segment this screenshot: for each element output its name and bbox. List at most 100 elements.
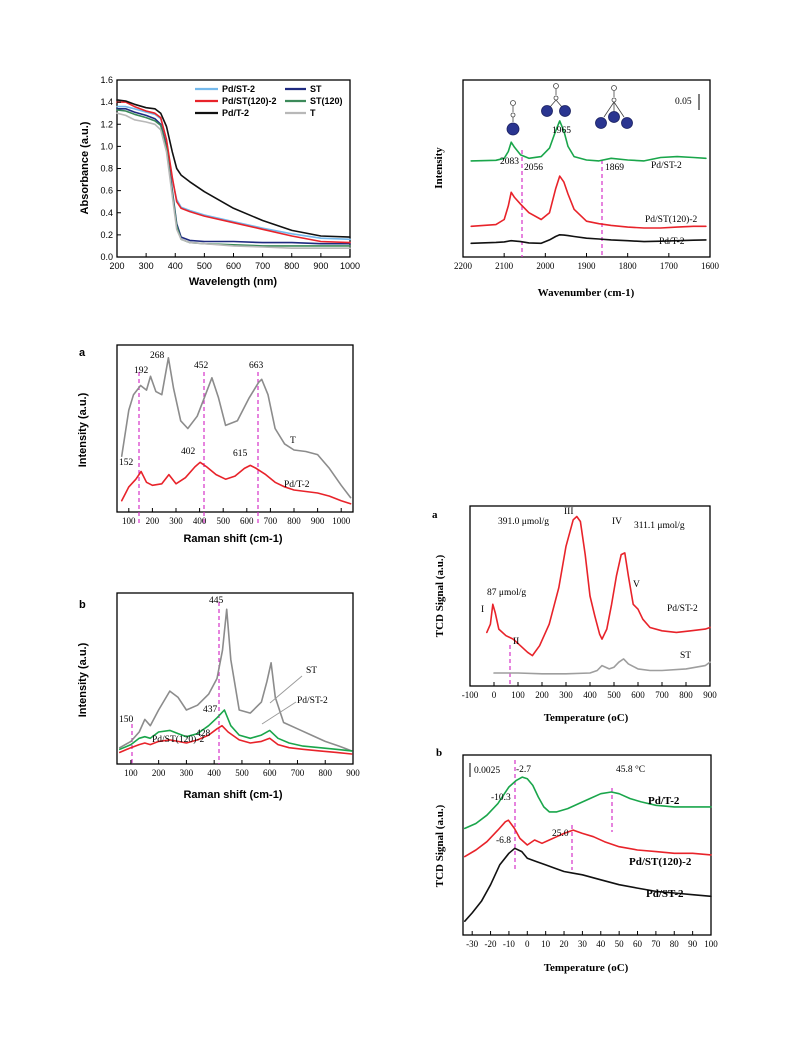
co-hollow-schematic (595, 85, 633, 129)
legend-entry-pd-t-2: Pd/T-2 (222, 108, 249, 118)
x-tick-label: 80 (670, 939, 680, 949)
ir-x-axis-label: Wavenumber (cm-1) (538, 287, 635, 299)
raman-b-x-ticks: 100 200 300 400 500 600 700 800 900 (124, 760, 360, 778)
raman-b-peak-437: 437 (203, 705, 218, 715)
tpr-a-annot-iii: III (564, 507, 574, 517)
raman-b-st-pointer (269, 675, 303, 704)
series-line-pd-t-2 (120, 461, 352, 505)
chart-raman-a: 100 200 300 400 500 600 700 800 900 1000 a Raman … (77, 344, 354, 545)
x-tick-label: 400 (207, 768, 221, 778)
uvvis-y-ticks: 0.0 0.2 0.4 0.6 0.8 1.0 1.2 1.4 1.6 (100, 75, 121, 262)
x-tick-label: 400 (583, 690, 597, 700)
series-line-pd-st-2 (485, 515, 711, 657)
x-tick-label: 0 (492, 690, 497, 700)
x-tick-label: 0 (525, 939, 530, 949)
raman-a-peak-615: 615 (233, 449, 248, 459)
y-tick-label: 0.0 (100, 252, 113, 262)
raman-a-peak-402: 402 (181, 447, 196, 457)
x-tick-label: 600 (263, 768, 277, 778)
x-tick-label: 700 (264, 516, 278, 526)
x-tick-label: 200 (146, 516, 160, 526)
raman-a-y-axis-label: Intensity (a.u.) (77, 392, 89, 467)
uvvis-x-axis-label: Wavelength (nm) (189, 276, 278, 288)
x-tick-label: 300 (180, 768, 194, 778)
tpr-a-x-ticks: -100 0 100 200 300 400 500 600 700 800 900 (462, 682, 717, 700)
co-linear-schematic (506, 100, 520, 136)
x-tick-label: 1000 (332, 516, 351, 526)
series-line-pd-t-2 (116, 99, 351, 238)
x-tick-label: 900 (311, 516, 325, 526)
chart-uvvis: 200 300 400 500 600 700 800 900 1000 0.00.20.40.… (79, 75, 360, 288)
x-tick-label: 800 (679, 690, 693, 700)
x-tick-label: 1600 (701, 261, 720, 271)
x-tick-label: 10 (541, 939, 551, 949)
ir-label-pd-t-2: Pd/T-2 (659, 237, 685, 247)
raman-a-label-t: T (290, 436, 296, 446)
tpr-a-series (485, 515, 711, 675)
tpr-b-annot-25: 25.0 (552, 829, 569, 839)
raman-b-plot-frame (116, 592, 354, 765)
x-tick-label: 400 (168, 261, 183, 271)
x-tick-label: 1900 (578, 261, 597, 271)
tpr-a-annot-ii: II (513, 637, 519, 647)
raman-b-peak-150: 150 (119, 715, 134, 725)
raman-b-peak-445: 445 (209, 596, 224, 606)
x-tick-label: 20 (560, 939, 570, 949)
tpr-b-annot-6-8: -6.8 (496, 836, 511, 846)
ir-x-ticks: 2200 2100 2000 1900 1800 1700 1600 (454, 253, 720, 271)
tpr-a-x-axis-label: Temperature (oC) (544, 712, 629, 724)
x-tick-label: 500 (607, 690, 621, 700)
tpr-a-annot-391: 391.0 μmol/g (498, 517, 549, 527)
x-tick-label: -30 (466, 939, 478, 949)
x-tick-label: 60 (633, 939, 643, 949)
y-tick-label: 1.0 (100, 141, 113, 151)
tpr-b-scale-label: 0.0025 (474, 766, 500, 776)
tpr-b-label-pd-st120-2: Pd/ST(120)-2 (629, 856, 692, 868)
x-tick-label: 700 (255, 261, 270, 271)
tpr-a-annot-i: I (481, 605, 484, 615)
x-tick-label: -20 (485, 939, 497, 949)
uvvis-series (116, 99, 351, 249)
series-line-t (120, 356, 352, 499)
ir-label-pd-st-2: Pd/ST-2 (651, 161, 682, 171)
uvvis-legend: Pd/ST-2 ST Pd/ST(120)-2 ST(120) Pd/T-2 T (195, 84, 343, 118)
tpr-b-annot-45-8: 45.8 °C (616, 764, 645, 775)
x-tick-label: 800 (284, 261, 299, 271)
x-tick-label: 1700 (660, 261, 679, 271)
raman-a-plot-frame (116, 344, 354, 513)
ir-peak-2083: 2083 (500, 157, 519, 167)
raman-b-y-axis-label: Intensity (a.u.) (77, 642, 89, 717)
series-line-st (493, 658, 711, 675)
tpr-b-annot-10-3: -10.3 (491, 793, 511, 803)
raman-b-label-pd-st120-2: Pd/ST(120)-2 (152, 734, 205, 745)
x-tick-label: 100 (704, 939, 718, 949)
legend-entry-st: ST (310, 84, 322, 94)
raman-a-peak-152: 152 (119, 458, 134, 468)
raman-a-x-axis-label: Raman shift (cm-1) (183, 533, 282, 545)
x-tick-label: 2000 (536, 261, 555, 271)
x-tick-label: 900 (703, 690, 717, 700)
x-tick-label: 1000 (340, 261, 360, 271)
raman-b-label-st: ST (306, 666, 317, 676)
x-tick-label: 600 (240, 516, 254, 526)
x-tick-label: 2200 (454, 261, 473, 271)
raman-b-pd-st-2-pointer (261, 701, 297, 725)
raman-a-label-pd-t-2: Pd/T-2 (284, 480, 310, 490)
ir-peak-1965: 1965 (552, 126, 571, 136)
series-line-pd-st-2 (119, 709, 353, 752)
x-tick-label: 300 (169, 516, 183, 526)
x-tick-label: 50 (615, 939, 625, 949)
tpr-a-label-pd-st-2: Pd/ST-2 (667, 604, 698, 614)
legend-entry-pd-st-2: Pd/ST-2 (222, 84, 255, 94)
tpr-b-x-ticks: -30 -20 -10 0 10 20 30 40 50 60 70 80 90 100 (466, 931, 718, 949)
raman-b-series (119, 608, 353, 755)
x-tick-label: 700 (655, 690, 669, 700)
tpr-b-label-pd-st-2: Pd/ST-2 (646, 888, 684, 900)
tpr-b-series (463, 776, 712, 923)
uvvis-x-ticks: 200 300 400 500 600 700 800 900 1000 (109, 253, 360, 271)
ir-label-pd-st120-2: Pd/ST(120)-2 (645, 214, 698, 225)
raman-a-panel-label: a (79, 347, 86, 359)
tpr-b-annot-2-7: -2.7 (516, 765, 531, 775)
x-tick-label: 100 (511, 690, 525, 700)
tpr-a-label-st: ST (680, 651, 691, 661)
